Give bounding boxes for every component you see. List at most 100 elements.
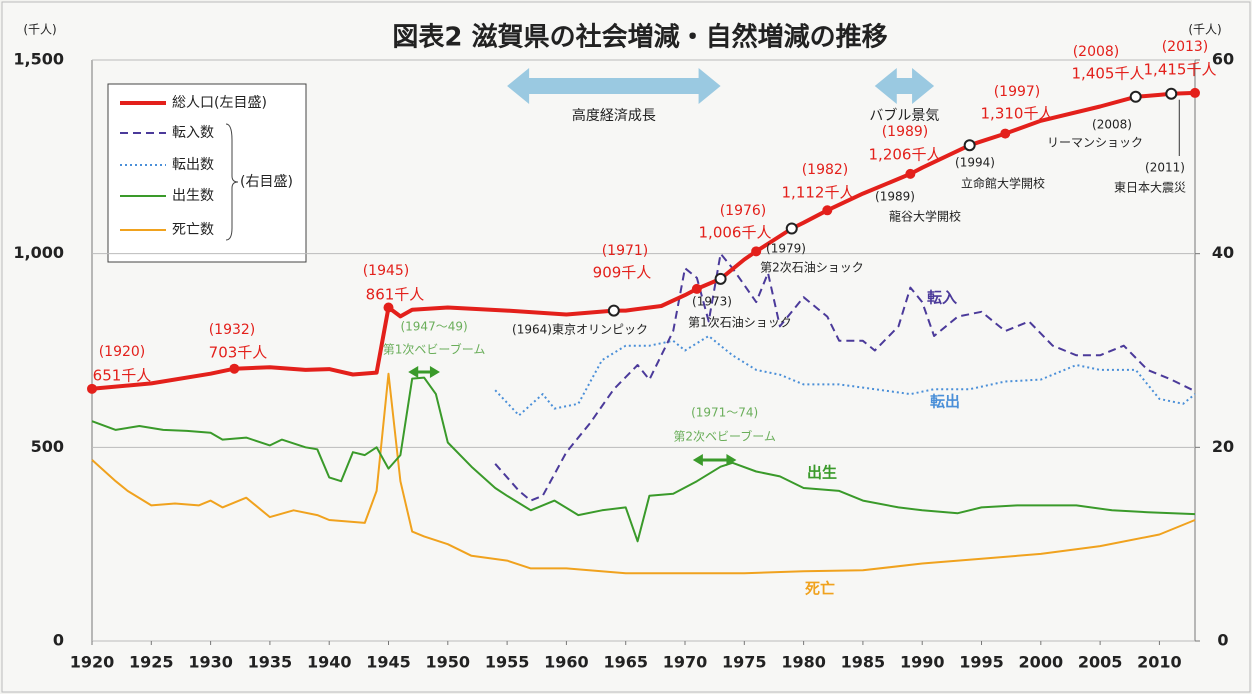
data-year-label: (1920) bbox=[99, 344, 146, 360]
series-line bbox=[91, 372, 1196, 575]
event-year-label: (2011) bbox=[1145, 161, 1185, 175]
legend-box bbox=[107, 83, 307, 263]
legend-label: 死亡数 bbox=[172, 222, 214, 238]
legend-label: 総人口(左目盛) bbox=[172, 95, 267, 111]
event-label: リーマンショック bbox=[1047, 136, 1143, 150]
event-label: 第2次石油ショック bbox=[760, 261, 864, 275]
event-year-label: (1973) bbox=[692, 295, 732, 309]
period-label: バブル景気 bbox=[869, 107, 939, 124]
series-inline-label: 転出 bbox=[930, 393, 960, 411]
data-point bbox=[229, 363, 240, 374]
series-line bbox=[91, 376, 1196, 543]
data-label: 1,006千人 bbox=[699, 224, 772, 242]
x-tick-label: 1985 bbox=[841, 653, 886, 672]
period-arrow bbox=[507, 68, 721, 104]
series-inline-label: 死亡 bbox=[805, 580, 835, 598]
data-year-label: (1997) bbox=[994, 84, 1041, 100]
event-marker bbox=[1165, 87, 1178, 100]
x-tick-label: 1965 bbox=[603, 653, 648, 672]
x-tick-label: 1955 bbox=[485, 653, 530, 672]
event-marker bbox=[963, 139, 976, 152]
y2-tick-label: 0 bbox=[1217, 631, 1228, 650]
series-inline-label: 出生 bbox=[807, 464, 837, 482]
y2-axis-label: (千人) bbox=[1188, 23, 1221, 37]
data-point bbox=[87, 383, 97, 394]
data-label: 909千人 bbox=[593, 264, 652, 282]
data-label: 1,310千人 bbox=[981, 105, 1054, 123]
data-label: 1,405千人 bbox=[1072, 65, 1145, 83]
x-tick-label: 1975 bbox=[722, 653, 767, 672]
period-arrow bbox=[874, 68, 935, 104]
data-label: 651千人 bbox=[93, 367, 152, 385]
event-label: 東日本大震災 bbox=[1114, 181, 1186, 195]
data-year-label: (1976) bbox=[720, 203, 767, 219]
x-tick-label: 1960 bbox=[544, 653, 589, 672]
data-point bbox=[383, 302, 394, 313]
boom-label: 第2次ベビーブーム bbox=[673, 429, 776, 444]
y2-tick-label: 60 bbox=[1212, 50, 1234, 69]
data-point bbox=[1000, 128, 1011, 139]
legend-label: 出生数 bbox=[172, 188, 214, 204]
series-inline-label: 転入 bbox=[927, 289, 957, 307]
event-year-label: (2008) bbox=[1092, 118, 1132, 132]
y-tick-label: 1,500 bbox=[13, 50, 64, 69]
event-label: (1964)東京オリンピック bbox=[512, 323, 648, 337]
event-marker bbox=[607, 304, 620, 317]
event-label: 立命館大学開校 bbox=[961, 176, 1045, 191]
data-point bbox=[1190, 87, 1200, 98]
boom-arrow-head bbox=[429, 366, 440, 378]
x-tick-label: 2005 bbox=[1078, 653, 1123, 672]
boom-range-label: (1947～49) bbox=[400, 320, 467, 334]
legend-label: 転出数 bbox=[172, 157, 214, 173]
legend-brace bbox=[225, 123, 239, 241]
x-tick-label: 1935 bbox=[248, 653, 293, 672]
data-year-label: (1989) bbox=[882, 124, 929, 140]
event-year-label: (1994) bbox=[955, 156, 995, 170]
y2-tick-label: 20 bbox=[1212, 437, 1234, 456]
y-tick-label: 1,000 bbox=[13, 243, 64, 262]
x-tick-label: 1930 bbox=[188, 653, 233, 672]
data-year-label: (2013) bbox=[1162, 39, 1209, 55]
x-tick-label: 1920 bbox=[70, 653, 115, 672]
data-year-label: (1971) bbox=[602, 243, 649, 259]
event-marker bbox=[785, 222, 798, 235]
data-label: 1,206千人 bbox=[869, 146, 942, 164]
legend-label: 転入数 bbox=[172, 125, 214, 141]
boom-label: 第1次ベビーブーム bbox=[383, 342, 486, 357]
series-line bbox=[494, 335, 1196, 417]
y-tick-label: 0 bbox=[53, 631, 64, 650]
legend-axis-note: (右目盛) bbox=[240, 174, 293, 190]
event-label: 第1次石油ショック bbox=[688, 316, 792, 330]
data-year-label: (2008) bbox=[1073, 44, 1120, 60]
chart-title: 図表2 滋賀県の社会増減・自然増減の推移 bbox=[392, 22, 887, 53]
x-tick-label: 2010 bbox=[1137, 653, 1182, 672]
data-year-label: (1932) bbox=[209, 322, 256, 338]
boom-arrow-head bbox=[692, 454, 703, 466]
y-tick-label: 500 bbox=[31, 437, 64, 456]
series-line bbox=[494, 252, 1196, 502]
event-label: 龍谷大学開校 bbox=[889, 209, 961, 224]
data-label: 1,112千人 bbox=[782, 184, 855, 202]
x-tick-label: 1950 bbox=[426, 653, 471, 672]
y2-tick-label: 40 bbox=[1212, 243, 1234, 262]
x-tick-label: 1980 bbox=[781, 653, 826, 672]
event-marker bbox=[1129, 90, 1142, 103]
data-point bbox=[822, 205, 833, 216]
data-point bbox=[691, 283, 702, 294]
x-tick-label: 1970 bbox=[663, 653, 708, 672]
data-year-label: (1982) bbox=[802, 162, 849, 178]
x-tick-label: 1945 bbox=[366, 653, 411, 672]
boom-range-label: (1971～74) bbox=[691, 406, 758, 420]
event-marker bbox=[714, 272, 727, 285]
data-label: 1,415千人 bbox=[1144, 61, 1217, 79]
data-point bbox=[751, 246, 762, 257]
y-axis-label: (千人) bbox=[23, 23, 56, 37]
data-year-label: (1945) bbox=[363, 263, 410, 279]
boom-arrow-head bbox=[408, 366, 419, 378]
data-point bbox=[905, 168, 916, 179]
event-year-label: (1989) bbox=[875, 190, 915, 204]
x-tick-label: 1990 bbox=[900, 653, 945, 672]
data-label: 703千人 bbox=[209, 344, 268, 362]
